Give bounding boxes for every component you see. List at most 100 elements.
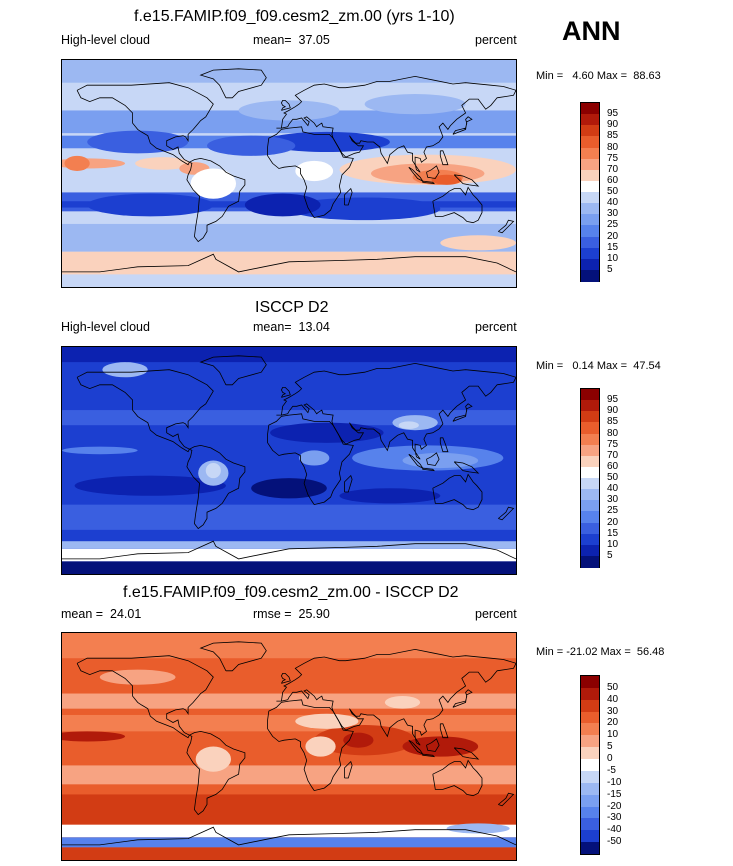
colorbar-swatch [581,214,599,226]
colorbar-swatch [581,158,599,171]
colorbar-tick-label: 80 [607,141,619,153]
coastline [267,413,354,506]
colorbar-swatch [581,103,599,115]
coastline [439,437,449,453]
colorbar-swatch [581,522,599,535]
colorbar-tick-label: 75 [607,152,619,164]
coastline [62,253,516,273]
colorbar-tick-label: 0 [607,753,613,765]
coastline [199,355,267,386]
coastline [276,75,516,173]
coastline [452,403,473,422]
panel-1-right-label: percent [475,33,517,47]
colorbar-swatch [581,747,599,760]
contour-region [195,746,231,772]
coastline [432,759,483,797]
contour-region [251,478,327,499]
colorbar-swatch [581,830,599,843]
colorbar-swatch [581,433,599,446]
colorbar-tick-label: 10 [607,252,619,264]
contour-region [398,421,419,429]
colorbar-tick-label: 20 [607,230,619,242]
colorbar-tick-label: 95 [607,108,619,120]
colorbar-swatch [581,269,599,282]
coastline [280,100,291,111]
latitude-band [62,60,516,83]
latitude-band [62,847,516,860]
coastline [453,174,480,187]
colorbar-tick-label: 20 [607,717,619,729]
contour-region [289,197,441,221]
latitude-band [62,824,516,838]
panel-1-center-label: mean= 37.05 [253,33,330,47]
colorbar-swatch [581,782,599,796]
colorbar-tick-label: 85 [607,130,619,142]
colorbar-tick-label: -50 [607,836,622,848]
contour-region [295,713,359,729]
colorbar-swatch [581,203,599,215]
panel-2-title: ISCCP D2 [255,299,329,316]
panel-3-minmax: Min = -21.02 Max = 56.48 [536,646,665,658]
contour-region [87,130,189,154]
coastline [199,68,267,99]
colorbar-swatch [581,400,599,412]
coastline [344,474,353,493]
contour-region [431,174,462,185]
season-label: ANN [562,16,621,46]
panel-1-map [61,59,517,288]
coastline [422,180,436,185]
contour-region [244,193,321,217]
colorbar-tick-label: 70 [607,163,619,175]
contour-region [87,193,214,217]
contour-field [62,60,516,287]
panel-2-map [61,346,517,575]
colorbar-tick-label: 30 [607,494,619,506]
panel-2-left-label: High-level cloud [61,320,150,334]
coastline [432,473,483,511]
contour-region [295,160,334,182]
latitude-band [62,837,516,848]
colorbar-swatch [581,225,599,237]
coastline [186,730,246,816]
latitude-band [62,251,516,275]
panel-1-title: f.e15.FAMIP.f09_f09.cesm2_zm.00 (yrs 1-1… [134,8,455,25]
colorbar-tick-label: 40 [607,693,619,705]
coastline [280,387,291,398]
coastline [439,150,449,166]
coastline [186,444,246,530]
contour-region [62,446,138,455]
colorbar-swatch [581,455,599,468]
latitude-band [62,794,516,825]
colorbar-swatch [581,511,599,523]
colorbar-tick-label: -5 [607,764,616,776]
colorbar-swatch [581,676,599,689]
contour-region [74,475,226,496]
colorbar-tick-label: 95 [607,394,619,406]
colorbar-swatch [581,500,599,512]
coastline [453,747,480,760]
coastline [76,369,214,453]
coastline [199,641,267,672]
colorbar-swatch [581,114,599,126]
contour-region [62,731,126,742]
latitude-band [62,561,516,574]
colorbar-swatch [581,759,599,772]
coastlines [62,355,516,560]
coastline [276,362,516,460]
coastline [426,165,440,179]
contour-region [299,450,330,466]
contour-region [305,736,336,757]
coastline [76,82,214,166]
colorbar-swatch [581,699,599,713]
colorbar-tick-label: 25 [607,505,619,517]
colorbar-swatch [581,687,599,701]
coastline [498,219,515,234]
coastline [422,467,436,472]
latitude-band [62,714,516,732]
panel-1-colorbar [580,102,600,282]
coastline [76,655,214,739]
colorbar-swatch [581,125,599,137]
panel-2-colorbar [580,388,600,568]
contour-field [62,633,516,860]
colorbar-tick-label: 10 [607,538,619,550]
